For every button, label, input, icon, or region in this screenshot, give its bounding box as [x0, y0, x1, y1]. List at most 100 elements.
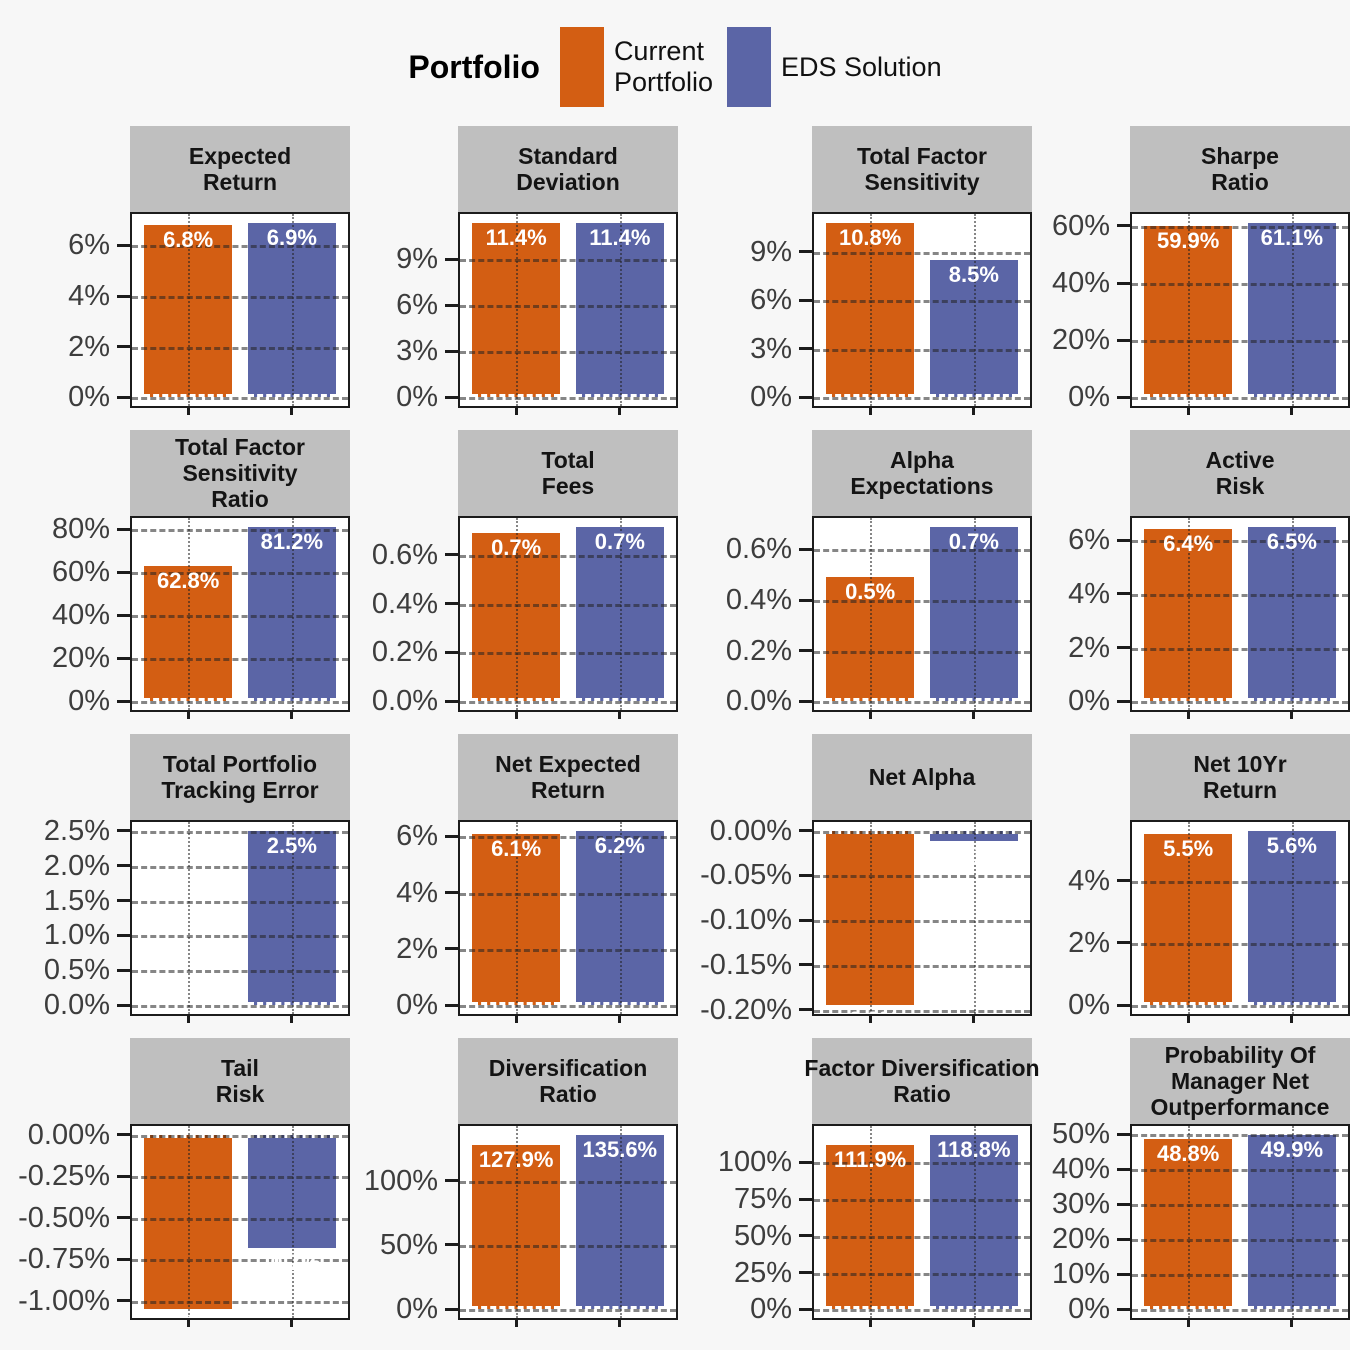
- x-tick-mark: [514, 408, 518, 415]
- x-tick-mark: [1290, 1016, 1294, 1023]
- x-tick-mark: [186, 712, 190, 719]
- y-tick-mark: [117, 968, 130, 972]
- y-tick-label: 60%: [51, 556, 110, 589]
- gridline-horizontal: [132, 1176, 348, 1180]
- gridline-horizontal: [132, 346, 348, 350]
- strip-title-line: Ratio: [1211, 169, 1269, 195]
- gridline-vertical: [619, 822, 622, 1014]
- gridline-horizontal: [1132, 540, 1348, 544]
- strip-title-line: Factor Diversification: [804, 1055, 1040, 1081]
- plot-area-total-portfolio-tracking-error: 2.5%: [130, 820, 350, 1016]
- y-tick-mark: [1117, 538, 1130, 542]
- baseline-dash: [575, 1306, 665, 1310]
- y-tick-mark: [445, 602, 458, 606]
- y-axis-factor-diversification-ratio: 0% 25% 50% 75% 100%: [678, 1038, 812, 1324]
- y-tick-label: -0.50%: [18, 1201, 110, 1234]
- gridline-horizontal: [1132, 880, 1348, 884]
- bar-eds-solution: [929, 259, 1019, 398]
- gridline-vertical: [870, 1126, 873, 1318]
- strip-title-net-alpha: Net Alpha: [812, 734, 1032, 820]
- facet-cell-active-risk: 0% 2% 4% 6% Active Risk 6.4% 6.5%: [1032, 430, 1350, 719]
- gridline-horizontal: [460, 554, 676, 558]
- gridline-vertical: [870, 518, 873, 710]
- bar-value-label: 135.6%: [582, 1136, 658, 1162]
- x-tick-mark: [1186, 712, 1190, 719]
- bar-eds-solution: [247, 222, 337, 398]
- strip-title-line: Total Portfolio: [162, 751, 318, 777]
- baseline-dash: [929, 698, 1019, 702]
- bar-value-label: 0.7%: [491, 534, 542, 560]
- y-tick-mark: [445, 834, 458, 838]
- y-tick-label: 30%: [1051, 1188, 1110, 1221]
- facet-cell-total-factor-sensitivity-ratio: 0% 20% 40% 60% 80% Total Factor Sensitivity Rat…: [0, 430, 350, 719]
- gridline-horizontal: [814, 1009, 1030, 1013]
- gridline-horizontal: [460, 603, 676, 607]
- strip-title-line: Diversification: [488, 1055, 648, 1081]
- y-tick-mark: [117, 294, 130, 298]
- y-tick-mark: [117, 1299, 130, 1303]
- legend-label-current-portfolio: Current Portfolio: [614, 36, 713, 98]
- gridline-vertical: [1188, 214, 1191, 406]
- legend-swatch-current-portfolio: [559, 27, 604, 107]
- facet-cell-expected-return: 0% 2% 4% 6% Expected Return 6.8% 6.9%: [0, 126, 350, 415]
- y-tick-label: 25%: [733, 1256, 792, 1289]
- facet-cell-diversification-ratio: 0% 50% 100% Diversification Ratio 127.9% 135.6…: [350, 1038, 678, 1327]
- y-tick-label: 0%: [750, 1293, 792, 1326]
- strip-title-line: Probability Of: [1164, 1042, 1316, 1068]
- y-tick-label: 2.0%: [43, 849, 110, 882]
- strip-title-diversification-ratio: Diversification Ratio: [458, 1038, 678, 1124]
- y-axis-probability-of-manager-net-outperformance: 0% 10% 20% 30% 40% 50%: [1032, 1038, 1130, 1324]
- x-tick-mark: [618, 712, 622, 719]
- strip-title-line: Sensitivity: [864, 169, 980, 195]
- bar-value-label: 10.8%: [838, 224, 902, 250]
- gridline-horizontal: [814, 1199, 1030, 1203]
- legend-label-line: Portfolio: [613, 67, 713, 97]
- gridline-horizontal: [814, 875, 1030, 879]
- y-axis-standard-deviation: 0% 3% 6% 9%: [350, 126, 458, 412]
- panel-total-fees: Total Fees 0.7% 0.7%: [458, 430, 678, 719]
- bar-value-label: 8.5%: [948, 261, 999, 287]
- y-tick-label: -0.20%: [700, 993, 792, 1026]
- y-tick-mark: [799, 1197, 812, 1201]
- x-tick-mark: [868, 1320, 872, 1327]
- x-tick-mark: [972, 1016, 976, 1023]
- y-tick-label: 4%: [1068, 577, 1110, 610]
- gridline-vertical: [1188, 1126, 1191, 1318]
- bar-value-label: 6.1%: [491, 835, 542, 861]
- bar-value-label: 62.8%: [156, 568, 220, 594]
- y-tick-label: -0.25%: [18, 1160, 110, 1193]
- gridline-horizontal: [132, 296, 348, 300]
- y-tick-mark: [799, 347, 812, 351]
- gridline-horizontal: [132, 1134, 348, 1138]
- gridline-vertical: [619, 518, 622, 710]
- panel-net-expected-return: Net Expected Return 6.1% 6.2%: [458, 734, 678, 1023]
- y-tick-mark: [799, 963, 812, 967]
- baseline-dash: [247, 1002, 337, 1006]
- y-tick-label: 0%: [68, 381, 110, 414]
- strip-title-expected-return: Expected Return: [130, 126, 350, 212]
- strip-title-line: Fees: [541, 473, 595, 499]
- strip-title-line: Total: [541, 447, 595, 473]
- y-tick-mark: [117, 699, 130, 703]
- y-tick-label: 0.4%: [725, 584, 792, 617]
- y-tick-label: -0.15%: [700, 948, 792, 981]
- bar-value-label: 49.9%: [1260, 1136, 1324, 1162]
- y-axis-net-alpha: 0.00% -0.05% -0.10% -0.15% -0.20%: [678, 734, 812, 1025]
- bar-value-label: 59.9%: [1156, 228, 1220, 254]
- x-tick-mark: [618, 408, 622, 415]
- facet-cell-total-fees: 0.0% 0.2% 0.4% 0.6% Total Fees 0.7% 0.7%: [350, 430, 678, 719]
- strip-title-line: Return: [1202, 777, 1278, 803]
- strip-title-line: Ratio: [893, 1081, 951, 1107]
- gridline-horizontal: [814, 964, 1030, 968]
- y-axis-active-risk: 0% 2% 4% 6%: [1032, 430, 1130, 716]
- y-tick-label: 0.2%: [371, 636, 438, 669]
- gridline-vertical: [516, 214, 519, 406]
- bar-current-portfolio: [471, 532, 561, 702]
- y-tick-label: 6%: [396, 820, 438, 853]
- strip-title-line: Return: [202, 169, 278, 195]
- gridline-horizontal: [132, 1217, 348, 1221]
- y-tick-label: 0.0%: [371, 685, 438, 718]
- gridline-horizontal: [814, 300, 1030, 304]
- strip-title-line: Net 10Yr: [1193, 751, 1287, 777]
- baseline-dash: [1143, 1306, 1233, 1310]
